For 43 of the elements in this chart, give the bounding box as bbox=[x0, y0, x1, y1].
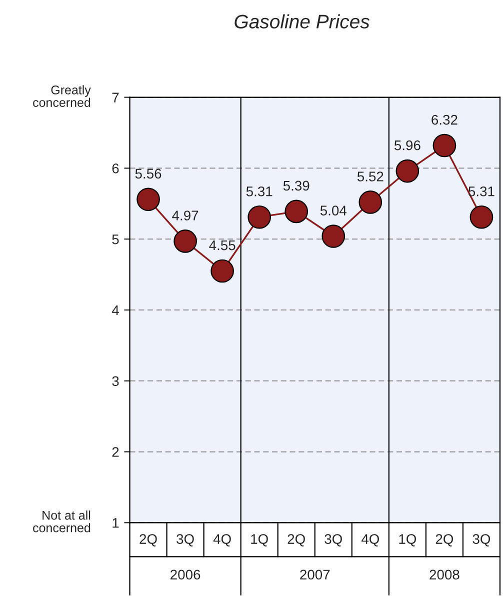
x-tick-label: 4Q bbox=[213, 534, 231, 546]
y-tick-label: 2 bbox=[112, 447, 119, 457]
chart-title: Gasoline Prices bbox=[234, 14, 370, 28]
y-tick-label: 3 bbox=[112, 376, 119, 386]
data-label: 4.55 bbox=[209, 240, 236, 250]
y-tick-label: 7 bbox=[112, 92, 119, 102]
data-label: 5.31 bbox=[468, 186, 494, 196]
x-tick-label: 3Q bbox=[176, 534, 194, 546]
text: Greatly concerned bbox=[33, 85, 91, 107]
point bbox=[174, 230, 197, 253]
point bbox=[248, 205, 272, 229]
y-tick-label: 6 bbox=[112, 164, 119, 174]
x-tick-label: 2Q bbox=[140, 534, 157, 546]
point bbox=[470, 205, 494, 229]
text: 2007 bbox=[300, 570, 330, 580]
x-tick-label: 2Q bbox=[288, 534, 305, 546]
data-label: 5.39 bbox=[283, 180, 310, 191]
text: Not at all concerned bbox=[33, 510, 90, 532]
data-label: 5.96 bbox=[394, 140, 420, 150]
point bbox=[322, 224, 346, 248]
text: 2008 bbox=[430, 570, 460, 580]
x-tick-label: 1Q bbox=[399, 534, 416, 546]
point bbox=[396, 159, 420, 183]
y-tick-label: 5 bbox=[112, 234, 119, 244]
data-label: 5.31 bbox=[246, 186, 272, 196]
x-tick-label: 3Q bbox=[324, 534, 342, 546]
x-tick-label: 3Q bbox=[472, 534, 490, 546]
point bbox=[358, 190, 382, 214]
text: 2006 bbox=[170, 570, 200, 580]
x-tick-label: 1Q bbox=[251, 534, 268, 546]
y-tick-label: 4 bbox=[112, 305, 119, 316]
point bbox=[432, 134, 456, 158]
data-label: 5.56 bbox=[135, 168, 162, 179]
x-tick-label: 2Q bbox=[436, 534, 454, 546]
data-label: 5.52 bbox=[357, 172, 384, 182]
data-label: 5.04 bbox=[320, 206, 346, 216]
data-label: 6.32 bbox=[432, 114, 458, 125]
point bbox=[136, 188, 160, 212]
y-tick-label: 1 bbox=[112, 518, 119, 528]
x-tick-label: 4Q bbox=[361, 534, 380, 546]
data-label: 4.97 bbox=[172, 210, 198, 220]
point bbox=[284, 200, 308, 224]
point bbox=[210, 259, 234, 283]
